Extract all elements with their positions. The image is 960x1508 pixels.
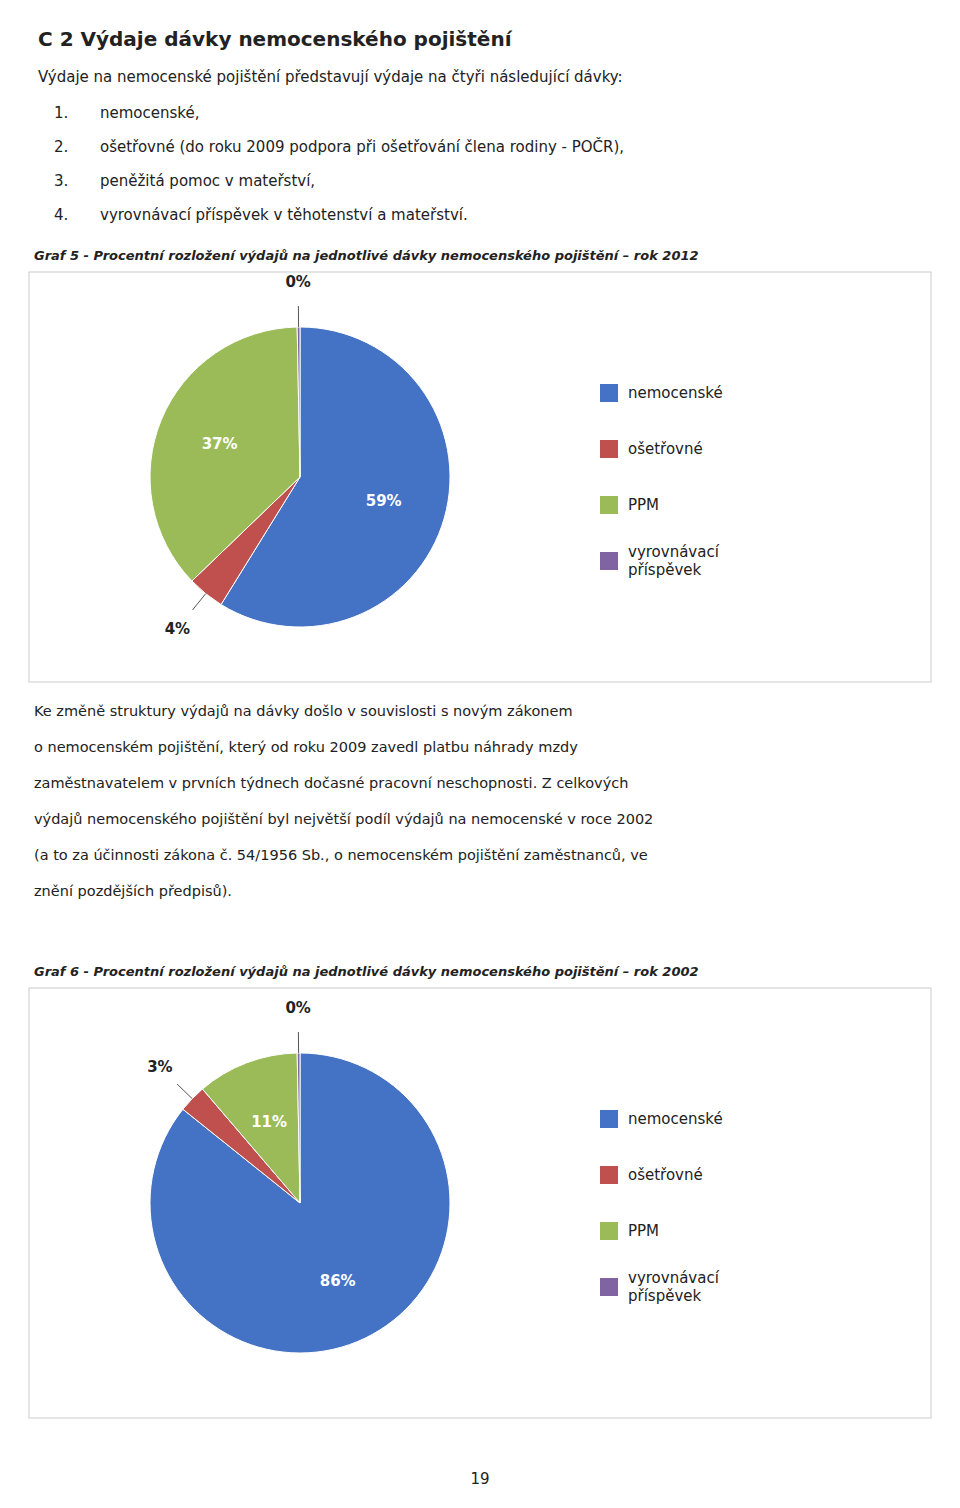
pie-chart: Graf 6 - Procentní rozložení výdajů na j… xyxy=(29,964,931,1418)
list-number: 2. xyxy=(54,138,68,156)
legend-entry: PPM xyxy=(628,496,659,514)
body-text: znění pozdějších předpisů). xyxy=(34,883,232,899)
pie-chart: Graf 5 - Procentní rozložení výdajů na j… xyxy=(29,248,931,682)
page-title: C 2 Výdaje dávky nemocenského pojištění xyxy=(38,27,513,51)
leader-line xyxy=(177,1084,192,1099)
body-text: Ke změně struktury výdajů na dávky došlo… xyxy=(34,703,573,719)
body-text: (a to za účinnosti zákona č. 54/1956 Sb.… xyxy=(34,847,648,863)
chart-frame xyxy=(29,988,931,1418)
pie-slice xyxy=(297,1053,300,1203)
data-label: 4% xyxy=(165,620,190,638)
legend-entry: ošetřovné xyxy=(628,1166,703,1184)
legend-swatch xyxy=(600,440,618,458)
pie-slice xyxy=(297,327,300,477)
data-labels: 86% 3% 11% 0% xyxy=(147,999,355,1290)
list-number: 4. xyxy=(54,206,68,224)
list-number: 3. xyxy=(54,172,68,190)
chart-title: Graf 6 - Procentní rozložení výdajů na j… xyxy=(34,964,699,979)
leader-line xyxy=(193,594,206,610)
page: C 2 Výdaje dávky nemocenského pojištění V… xyxy=(0,0,960,1508)
leader-line xyxy=(298,1032,299,1053)
pie-slice xyxy=(150,1053,450,1353)
data-labels: 59% 4% 37% 0% xyxy=(165,273,402,638)
list-number: 1. xyxy=(54,104,68,122)
leader-line xyxy=(298,306,299,327)
data-label: 59% xyxy=(366,492,402,510)
legend-entry: nemocenské xyxy=(628,1110,723,1128)
body-text: výdajů nemocenského pojištění byl největ… xyxy=(34,811,653,827)
data-label: 0% xyxy=(285,999,310,1017)
legend: nemocenské ošetřovné PPM vyrovnávacípříspěv… xyxy=(600,1110,723,1305)
legend-swatch xyxy=(600,1110,618,1128)
legend-swatch xyxy=(600,552,618,570)
legend-entry: vyrovnávacípříspěvek xyxy=(628,543,720,579)
data-label: 86% xyxy=(320,1272,356,1290)
page-number: 19 xyxy=(470,1470,489,1488)
legend-entry: vyrovnávacípříspěvek xyxy=(628,1269,720,1305)
body-text: o nemocenském pojištění, který od roku 2… xyxy=(34,739,578,755)
slices xyxy=(150,327,450,627)
pie-slice xyxy=(202,1053,300,1203)
pie-slice xyxy=(150,327,300,581)
legend-swatch xyxy=(600,496,618,514)
list-item: nemocenské, xyxy=(100,104,199,122)
legend-swatch xyxy=(600,1166,618,1184)
background xyxy=(0,0,960,1508)
chart-frame xyxy=(29,272,931,682)
chart-title: Graf 5 - Procentní rozložení výdajů na j… xyxy=(34,248,699,263)
legend-entry: nemocenské xyxy=(628,384,723,402)
legend-entry: PPM xyxy=(628,1222,659,1240)
legend-swatch xyxy=(600,1222,618,1240)
list-item: vyrovnávací příspěvek v těhotenství a ma… xyxy=(100,206,468,224)
legend-entry: ošetřovné xyxy=(628,440,703,458)
legend-swatch xyxy=(600,384,618,402)
list-item: peněžitá pomoc v mateřství, xyxy=(100,172,315,190)
data-label: 11% xyxy=(251,1113,287,1131)
legend-swatch xyxy=(600,1278,618,1296)
data-label: 3% xyxy=(147,1058,172,1076)
intro-text: Výdaje na nemocenské pojištění představu… xyxy=(38,68,623,86)
legend: nemocenské ošetřovné PPM vyrovnávacípříspěv… xyxy=(600,384,723,579)
data-label: 0% xyxy=(285,273,310,291)
list-item: ošetřovné (do roku 2009 podpora při ošet… xyxy=(100,137,624,156)
body-text: zaměstnavatelem v prvních týdnech dočasn… xyxy=(34,775,628,791)
slices xyxy=(150,1053,450,1353)
data-label: 37% xyxy=(202,435,238,453)
